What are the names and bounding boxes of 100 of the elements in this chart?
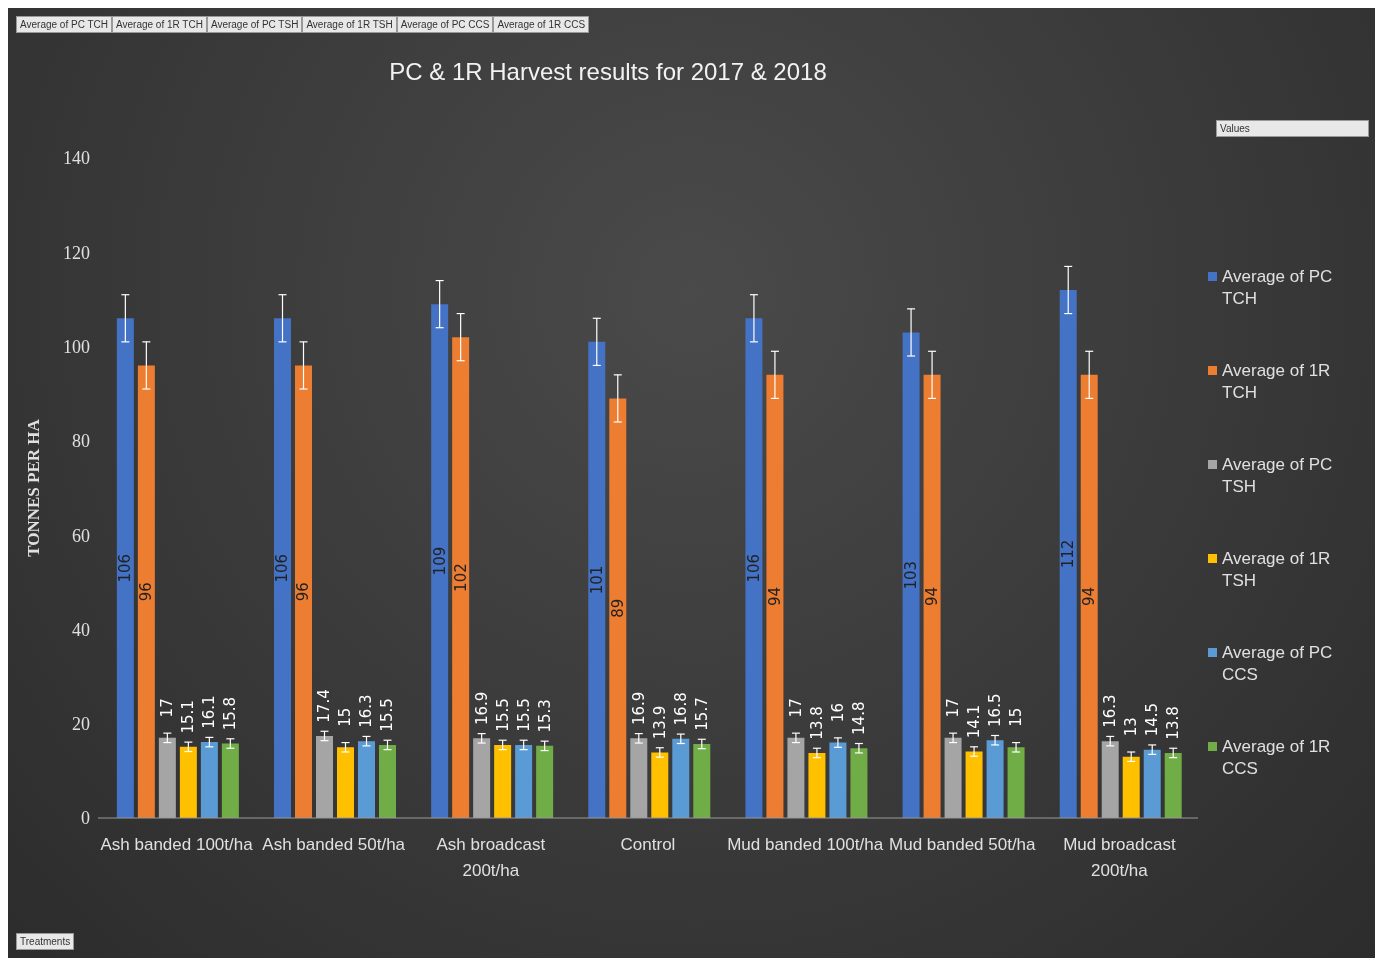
bar (651, 752, 669, 818)
y-tick-label: 140 (63, 148, 90, 169)
y-tick-label: 120 (63, 242, 90, 263)
data-label: 13.8 (1164, 706, 1183, 740)
data-label: 15.5 (378, 698, 397, 732)
data-label: 106 (744, 553, 763, 583)
legend-label: Average of PC TCH (1222, 266, 1334, 310)
data-label: 14.1 (965, 704, 984, 739)
bar (850, 748, 868, 818)
bar (179, 746, 197, 818)
data-label: 16.9 (472, 691, 491, 726)
data-label: 16.8 (671, 692, 690, 726)
data-label: 16.9 (629, 691, 648, 726)
y-tick-label: 60 (72, 525, 90, 546)
bar (829, 742, 847, 818)
data-label: 16 (828, 703, 847, 723)
legend-label: Average of 1R CCS (1222, 736, 1332, 780)
data-label: 16.3 (357, 694, 376, 728)
data-label: 17 (786, 698, 805, 718)
data-label: 13.8 (807, 706, 826, 740)
chart-title: PC & 1R Harvest results for 2017 & 2018 (388, 58, 828, 86)
bar (295, 365, 312, 818)
data-label: 13 (1122, 717, 1141, 737)
data-label: 16.3 (1101, 694, 1120, 728)
legend-label: Average of PC TSH (1222, 454, 1334, 498)
data-label: 106 (116, 553, 135, 583)
data-label: 102 (451, 563, 470, 592)
bar (536, 745, 554, 818)
x-tick-label: Mud banded 50t/ha (889, 835, 1037, 854)
x-tick-label: Ash banded 100t/ha (100, 835, 254, 854)
text: Average of 1R TCH (112, 16, 207, 33)
data-label: 15.5 (514, 698, 533, 732)
data-label: 17 (158, 698, 177, 718)
y-tick-label: 40 (72, 619, 90, 640)
y-tick-label: 0 (81, 808, 90, 829)
bar (137, 365, 155, 818)
bar (1122, 756, 1140, 818)
text: Average of PC CCS (396, 16, 494, 33)
data-label: 112 (1059, 539, 1078, 569)
x-tick-label: Control (620, 835, 676, 854)
bar (274, 318, 291, 818)
data-label: 94 (923, 586, 942, 606)
x-tick-label: Ash broadcast 200t/ha (436, 835, 546, 880)
legend-label: Average of PC CCS (1222, 642, 1334, 686)
bar (965, 751, 983, 818)
bar (431, 304, 449, 818)
bar (116, 318, 134, 818)
y-tick-label: 80 (72, 431, 90, 452)
data-label: 17.4 (315, 689, 334, 723)
data-label: 96 (294, 582, 313, 602)
bar (494, 744, 512, 818)
bar (1143, 749, 1161, 818)
bar (379, 744, 396, 818)
data-label: 94 (1080, 586, 1099, 606)
x-tick-label: Mud broadcast 200t/ha (1063, 835, 1176, 880)
data-label: 106 (273, 553, 292, 583)
bar (1080, 374, 1098, 818)
data-label: 14.8 (849, 701, 868, 735)
data-label: 15 (1007, 707, 1026, 727)
y-axis-title: TONNES PER HA (24, 418, 44, 557)
text: Average of PC TSH (206, 16, 303, 33)
data-label: 89 (608, 598, 627, 618)
bar (452, 337, 470, 818)
text: Average of PC TCH (16, 16, 113, 33)
data-label: 109 (430, 546, 449, 576)
data-label: 96 (137, 582, 156, 602)
legend-label: Average of 1R TSH (1222, 548, 1332, 592)
data-label: 103 (902, 560, 921, 590)
text: Average of 1R CCS (493, 16, 590, 33)
bar (515, 744, 533, 818)
bar (745, 318, 763, 818)
data-label: 15.5 (493, 698, 512, 732)
data-label: 94 (765, 586, 784, 606)
text: Values (1216, 120, 1369, 137)
bar (221, 743, 239, 818)
bar (358, 741, 375, 818)
bar (672, 738, 690, 818)
bar (766, 374, 784, 818)
data-label: 16.5 (986, 693, 1005, 727)
bar (200, 742, 218, 818)
text: Average of 1R TSH (302, 16, 397, 33)
data-label: 16.1 (200, 695, 219, 729)
text: Treatments (16, 933, 75, 950)
data-label: 15.7 (692, 697, 711, 731)
bar (902, 332, 920, 818)
data-label: 15 (336, 707, 355, 727)
data-label: 15.3 (535, 699, 554, 733)
bar (609, 398, 627, 818)
bar (1059, 290, 1077, 818)
data-label: 13.9 (650, 705, 669, 740)
bar (808, 752, 826, 818)
data-label: 15.1 (179, 700, 198, 734)
bar (1164, 752, 1182, 818)
bar (337, 747, 354, 818)
data-label: 14.5 (1143, 702, 1162, 737)
x-tick-label: Mud banded 100t/ha (727, 835, 884, 854)
y-tick-label: 20 (72, 714, 90, 735)
data-label: 15.8 (221, 696, 240, 731)
y-tick-label: 100 (63, 336, 90, 357)
data-label: 101 (587, 565, 606, 595)
